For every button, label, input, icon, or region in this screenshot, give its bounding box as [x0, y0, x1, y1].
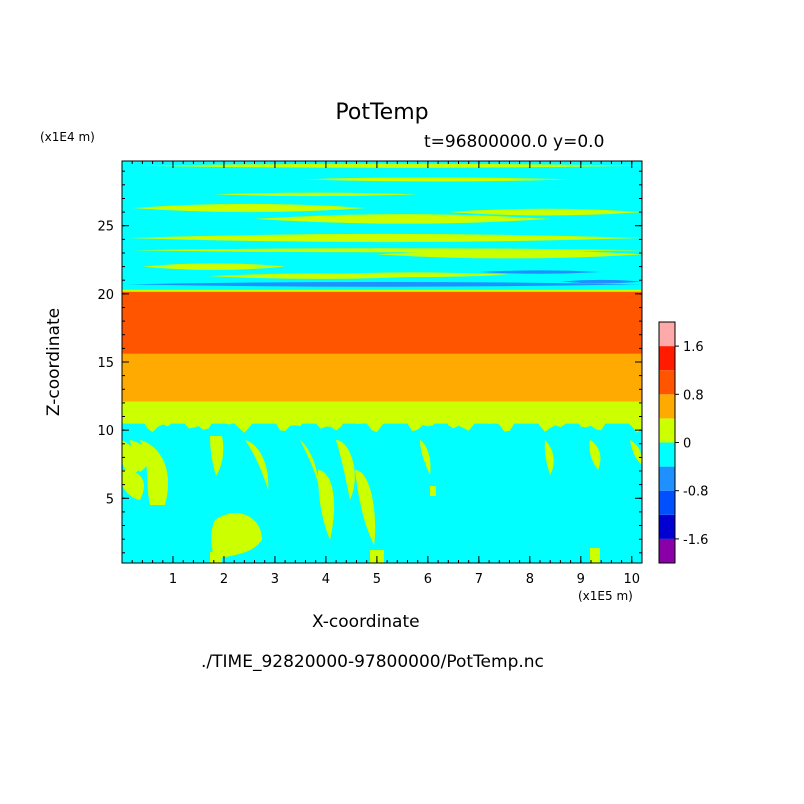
colorbar-segment [659, 346, 675, 371]
contour-streak [315, 272, 510, 278]
colorbar-segment [659, 418, 675, 443]
y-tick-label: 25 [97, 220, 114, 235]
colorbar-tick-label: 1.6 [683, 340, 704, 355]
plot-axes: 1 2 3 4 5 6 7 8 9 10 5 10 15 20 25 [97, 160, 643, 587]
colorbar-segment [659, 538, 675, 563]
contour-streak [127, 233, 642, 243]
x-tick-label: 6 [424, 572, 432, 587]
contour-streak [132, 248, 642, 253]
contour-streak [448, 208, 642, 216]
y-tick-label: 5 [106, 492, 114, 507]
contour-boundary [122, 401, 642, 433]
contour-plume [544, 440, 554, 475]
x-tick-label: 2 [220, 572, 228, 587]
contour-plume [245, 440, 269, 490]
contour-band [122, 291, 642, 354]
contour-streak [300, 177, 571, 182]
contour-field [122, 161, 642, 563]
contour-streak [376, 250, 642, 259]
colorbar-segment [659, 514, 675, 539]
y-tick-label: 20 [97, 288, 114, 303]
contour-plume [630, 440, 642, 465]
x-tick-label: 8 [526, 572, 534, 587]
source-file-label: ./TIME_92820000-97800000/PotTemp.nc [201, 652, 544, 672]
colorbar-segment [659, 322, 675, 347]
contour-streak [132, 203, 367, 213]
contour-streak [254, 214, 551, 224]
contour-plume [420, 440, 431, 475]
x-axis-unit: (x1E5 m) [578, 589, 633, 603]
x-tick-label: 3 [271, 572, 279, 587]
y-tick-label: 15 [97, 356, 114, 371]
chart-subtitle: t=96800000.0 y=0.0 [424, 132, 605, 152]
x-tick-label: 7 [475, 572, 483, 587]
colorbar-segment [659, 490, 675, 515]
x-axis-label: X-coordinate [312, 612, 420, 632]
x-tick-label: 4 [322, 572, 330, 587]
colorbar-tick-label: 0 [683, 437, 691, 452]
chart-title: PotTemp [335, 100, 429, 125]
contour-plume [590, 548, 600, 563]
contour-filament [127, 281, 642, 287]
contour-edge [122, 289, 642, 292]
contour-plume [589, 440, 601, 470]
contour-streak [137, 163, 642, 168]
colorbar-tick-label: -1.6 [683, 533, 708, 548]
x-tick-label: 5 [373, 572, 381, 587]
colorbar-segment [659, 370, 675, 395]
contour-streak [142, 263, 286, 271]
colorbar-segment [659, 442, 675, 467]
colorbar-tick-label: 0.8 [683, 388, 704, 403]
contour-filament [560, 279, 642, 284]
contour-band [122, 353, 642, 402]
colorbar: -1.6 -0.8 0 0.8 1.6 [658, 321, 708, 564]
contour-plume [318, 470, 335, 540]
x-tick-label: 10 [624, 572, 641, 587]
x-tick-label: 1 [169, 572, 177, 587]
y-axis-unit: (x1E4 m) [40, 130, 95, 144]
contour-band [122, 423, 642, 563]
x-tick-label: 9 [577, 572, 585, 587]
contour-plume [122, 470, 144, 500]
contour-plume [140, 440, 169, 505]
contour-plume [122, 440, 142, 475]
contour-plume [210, 436, 224, 476]
colorbar-segment [659, 394, 675, 419]
contour-plume [210, 552, 222, 563]
contour-streak [213, 192, 418, 197]
colorbar-tick-label: -0.8 [683, 485, 708, 500]
contour-plume [336, 440, 355, 500]
contour-plume [430, 486, 436, 496]
colorbar-segment [659, 466, 675, 491]
contour-plume [211, 512, 262, 560]
contour-filament [478, 270, 602, 274]
contour-plume [355, 470, 376, 545]
y-tick-label: 10 [97, 424, 114, 439]
